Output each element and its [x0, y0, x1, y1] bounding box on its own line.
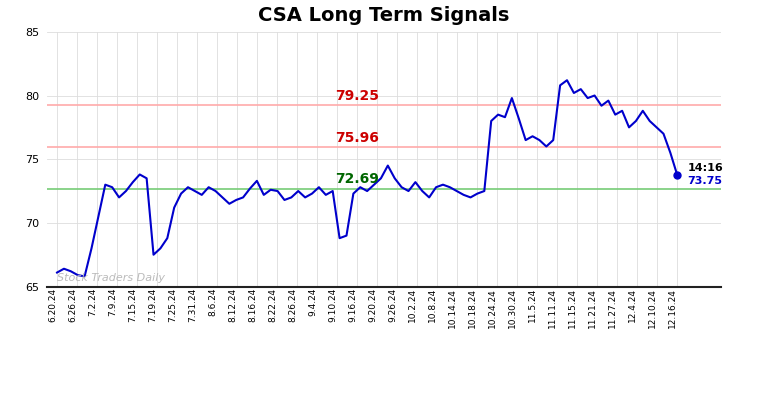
Text: 79.25: 79.25 — [335, 89, 379, 103]
Text: 75.96: 75.96 — [336, 131, 379, 145]
Title: CSA Long Term Signals: CSA Long Term Signals — [259, 6, 510, 25]
Text: 14:16: 14:16 — [688, 163, 723, 173]
Text: 73.75: 73.75 — [688, 176, 722, 187]
Text: 72.69: 72.69 — [336, 172, 379, 186]
Text: Stock Traders Daily: Stock Traders Daily — [57, 273, 165, 283]
